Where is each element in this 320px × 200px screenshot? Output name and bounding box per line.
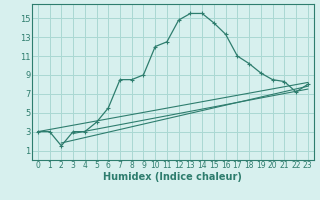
X-axis label: Humidex (Indice chaleur): Humidex (Indice chaleur) xyxy=(103,172,242,182)
